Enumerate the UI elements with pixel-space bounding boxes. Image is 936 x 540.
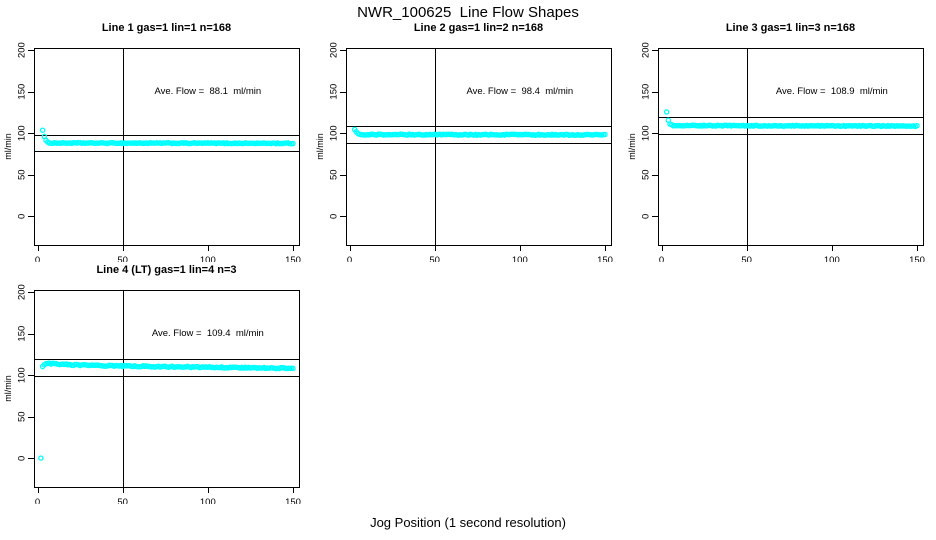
x-tick-label: 0 xyxy=(659,255,664,262)
data-point xyxy=(290,365,296,372)
plot-box xyxy=(34,290,300,488)
data-point xyxy=(602,131,608,138)
x-tick-label: 0 xyxy=(347,255,352,262)
x-tick-label: 100 xyxy=(200,255,216,262)
x-tick-label: 100 xyxy=(512,255,528,262)
plot-canvas-line-2: 0 50 100 150 0 50 100 150 200 ml/min Ave. Flow = 9… xyxy=(315,42,613,262)
y-axis-ticks: 0 50 100 150 200 xyxy=(641,42,658,219)
y-tick-label: 0 xyxy=(17,214,28,219)
x-tick-label: 0 xyxy=(35,255,40,262)
y-tick-label: 100 xyxy=(329,125,340,141)
y-tick-label: 50 xyxy=(329,169,340,180)
x-tick-label: 100 xyxy=(200,497,216,504)
subplot-line-3-title: Line 3 gas=1 lin=3 n=168 xyxy=(725,22,856,34)
x-tick-label: 150 xyxy=(285,255,301,262)
y-axis-ticks: 0 50 100 150 200 xyxy=(17,42,34,219)
x-tick-label: 50 xyxy=(117,255,128,262)
y-axis-ticks: 0 50 100 150 200 xyxy=(17,284,34,461)
x-tick-label: 50 xyxy=(741,255,752,262)
y-tick-label: 50 xyxy=(17,169,28,180)
x-tick-label: 50 xyxy=(429,255,440,262)
y-tick-label: 50 xyxy=(641,169,652,180)
y-tick-label: 0 xyxy=(329,214,340,219)
y-tick-label: 50 xyxy=(17,411,28,422)
x-tick-label: 150 xyxy=(597,255,613,262)
axes-and-reference-lines xyxy=(346,48,612,246)
x-axis-ticks: 0 50 100 150 xyxy=(659,245,925,262)
subplot-line-4-title: Line 4 (LT) gas=1 lin=4 n=3 xyxy=(96,264,237,276)
x-axis-ticks: 0 50 100 150 xyxy=(35,487,301,504)
data-point xyxy=(914,122,920,129)
y-tick-label: 100 xyxy=(641,125,652,141)
x-tick-label: 150 xyxy=(285,497,301,504)
data-points xyxy=(663,109,920,130)
x-tick-label: 0 xyxy=(35,497,40,504)
y-axis-label: ml/min xyxy=(3,375,13,402)
y-axis-label: ml/min xyxy=(627,133,637,160)
plot-box xyxy=(34,48,300,246)
subplot-line-4: Line 4 (LT) gas=1 lin=4 n=3 0 50 100 150 0 50… xyxy=(0,262,312,504)
y-axis-label: ml/min xyxy=(315,133,325,160)
data-point xyxy=(290,140,296,147)
y-axis-ticks: 0 50 100 150 200 xyxy=(329,42,346,219)
ave-flow-annotation: Ave. Flow = 98.4 ml/min xyxy=(466,86,573,97)
data-points xyxy=(351,126,608,139)
data-points xyxy=(38,360,296,461)
plot-canvas-line-1: 0 50 100 150 0 50 100 150 200 ml/min Ave. Flow = 8… xyxy=(3,42,301,262)
x-tick-label: 100 xyxy=(824,255,840,262)
y-tick-label: 200 xyxy=(641,42,652,58)
data-points xyxy=(39,127,296,147)
y-tick-label: 150 xyxy=(17,84,28,100)
y-tick-label: 200 xyxy=(329,42,340,58)
figure-title: NWR_100625 Line Flow Shapes xyxy=(357,4,579,21)
subplot-line-1: Line 1 gas=1 lin=1 n=168 0 50 100 150 0 50 100… xyxy=(0,20,312,262)
y-tick-label: 0 xyxy=(641,214,652,219)
data-point xyxy=(38,455,44,461)
figure-xlabel: Jog Position (1 second resolution) xyxy=(370,515,566,530)
y-tick-label: 0 xyxy=(17,456,28,461)
x-tick-label: 150 xyxy=(909,255,925,262)
plot-box xyxy=(346,48,612,246)
y-tick-label: 100 xyxy=(17,367,28,383)
y-tick-label: 200 xyxy=(17,42,28,58)
y-tick-label: 100 xyxy=(17,125,28,141)
axes-and-reference-lines xyxy=(658,48,924,246)
subplot-line-3: Line 3 gas=1 lin=3 n=168 0 50 100 150 0 50 100… xyxy=(624,20,936,262)
axes-and-reference-lines xyxy=(34,290,300,488)
ave-flow-annotation: Ave. Flow = 88.1 ml/min xyxy=(154,86,261,97)
x-axis-ticks: 0 50 100 150 xyxy=(347,245,613,262)
y-axis-label: ml/min xyxy=(3,133,13,160)
x-axis-ticks: 0 50 100 150 xyxy=(35,245,301,262)
plot-box xyxy=(658,48,924,246)
data-point xyxy=(39,127,46,133)
subplot-line-1-title: Line 1 gas=1 lin=1 n=168 xyxy=(101,22,232,34)
y-tick-label: 150 xyxy=(641,84,652,100)
plot-canvas-line-4: 0 50 100 150 0 50 100 150 200 ml/min Ave. Flow = 1… xyxy=(3,284,301,504)
y-tick-label: 150 xyxy=(329,84,340,100)
subplot-line-2: Line 2 gas=1 lin=2 n=168 0 50 100 150 0 50 100… xyxy=(312,20,624,262)
ave-flow-annotation: Ave. Flow = 108.9 ml/min xyxy=(776,86,888,97)
ave-flow-annotation: Ave. Flow = 109.4 ml/min xyxy=(152,328,264,339)
subplot-line-2-title: Line 2 gas=1 lin=2 n=168 xyxy=(413,22,544,34)
axes-and-reference-lines xyxy=(34,48,300,246)
y-tick-label: 150 xyxy=(17,326,28,342)
y-tick-label: 200 xyxy=(17,284,28,300)
data-point xyxy=(663,109,670,115)
x-tick-label: 50 xyxy=(117,497,128,504)
plot-canvas-line-3: 0 50 100 150 0 50 100 150 200 ml/min Ave. Flow = 1… xyxy=(627,42,925,262)
